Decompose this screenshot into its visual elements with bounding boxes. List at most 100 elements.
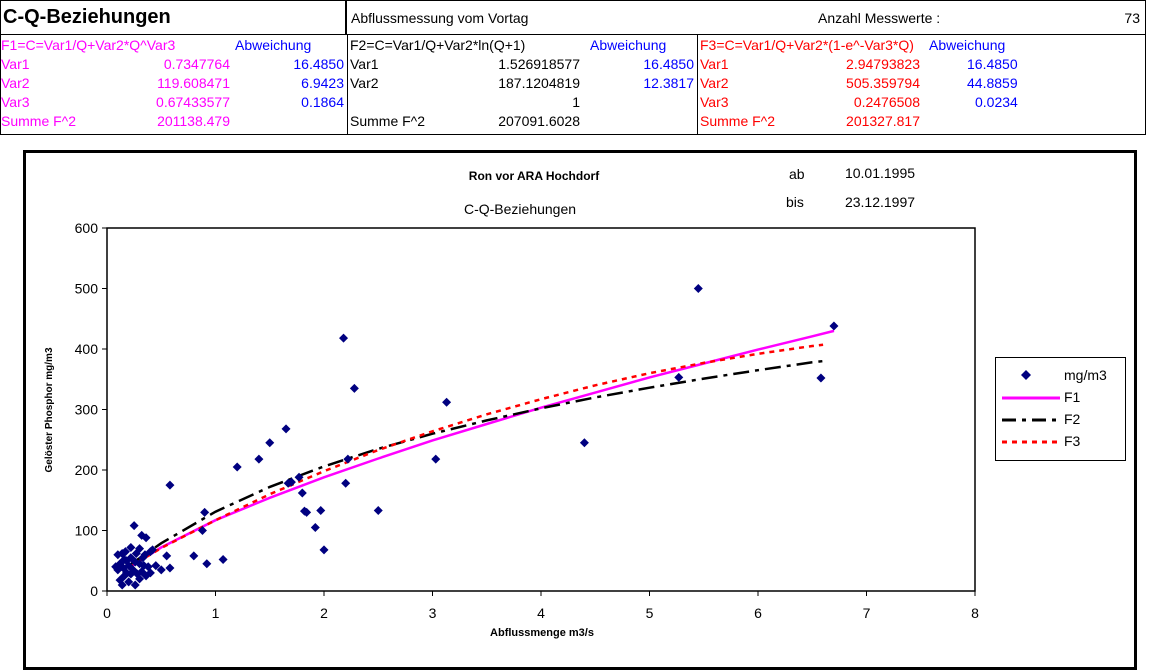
data-point xyxy=(119,555,129,565)
f3-label-4: Summe F^2 xyxy=(700,113,776,129)
f1-label-2: Var2 xyxy=(1,75,30,91)
f1-dev-3: 0.1864 xyxy=(301,94,344,110)
from-label: ab xyxy=(789,166,805,182)
legend: mg/m3 F1 F2 F3 xyxy=(995,357,1126,461)
data-point xyxy=(145,568,155,578)
f2-value-4: 207091.6028 xyxy=(498,113,580,129)
f1-value-4: 201138.479 xyxy=(157,113,230,129)
f1-label-1: Var1 xyxy=(1,56,30,72)
from-date: 10.01.1995 xyxy=(845,165,915,181)
data-point xyxy=(579,438,589,448)
f1-formula: F1=C=Var1/Q+Var2*Q^Var3 xyxy=(1,37,176,53)
y-tick-label: 200 xyxy=(75,462,99,478)
legend-label-f2: F2 xyxy=(1064,411,1081,427)
f2-value-1: 1.526918577 xyxy=(498,56,580,72)
chart-subtitle: C-Q-Beziehungen xyxy=(464,201,576,217)
data-point xyxy=(129,521,139,531)
f2-label-1: Var1 xyxy=(350,56,379,72)
x-tick-label: 2 xyxy=(320,605,328,621)
f3-dev-1: 16.4850 xyxy=(967,56,1018,72)
data-point xyxy=(200,507,210,517)
x-tick-label: 5 xyxy=(646,605,654,621)
series-line-f2 xyxy=(127,359,824,567)
measurement-count-label: Anzahl Messwerte : xyxy=(818,10,941,26)
y-tick-label: 100 xyxy=(75,523,99,539)
data-point xyxy=(126,542,136,552)
f3-value-3: 0.2476508 xyxy=(853,94,920,110)
data-point xyxy=(254,454,264,464)
data-point xyxy=(197,526,207,535)
to-date: 23.12.1997 xyxy=(845,194,915,210)
fit-lines xyxy=(127,329,835,570)
x-tick-label: 4 xyxy=(537,605,545,621)
y-tick-label: 400 xyxy=(75,341,99,357)
y-tick-label: 600 xyxy=(75,220,99,236)
data-point xyxy=(431,454,441,464)
data-point xyxy=(816,373,826,383)
y-tick-label: 300 xyxy=(75,402,99,418)
scatter-points xyxy=(111,284,839,590)
f3-dev-label: Abweichung xyxy=(929,37,1006,53)
x-tick-label: 8 xyxy=(971,605,979,621)
data-point xyxy=(265,438,275,448)
data-point xyxy=(297,488,307,498)
x-tick-label: 1 xyxy=(212,605,220,621)
data-point xyxy=(693,284,703,293)
legend-label-f3: F3 xyxy=(1064,433,1081,449)
to-label: bis xyxy=(786,194,804,210)
f1-value-2: 119.608471 xyxy=(157,75,230,91)
f2-value-2: 187.1204819 xyxy=(498,75,580,91)
f1-label-4: Summe F^2 xyxy=(1,113,77,129)
f2-formula: F2=C=Var1/Q+Var2*ln(Q+1) xyxy=(350,37,526,53)
data-point xyxy=(281,424,291,434)
measurement-count-value: 73 xyxy=(1124,10,1140,26)
y-tick-label: 0 xyxy=(90,583,98,599)
f3-label-2: Var2 xyxy=(700,75,729,91)
f2-label-2: Var2 xyxy=(350,75,379,91)
data-point xyxy=(373,506,383,516)
data-point xyxy=(310,522,320,532)
data-point xyxy=(232,462,242,472)
f1-dev-1: 16.4850 xyxy=(293,56,344,72)
f3-value-1: 2.94793823 xyxy=(846,56,920,72)
data-point xyxy=(126,569,136,579)
f3-value-2: 505.359794 xyxy=(846,75,920,91)
data-point xyxy=(135,574,145,584)
data-point xyxy=(341,478,351,488)
table-title: C-Q-Beziehungen xyxy=(3,6,171,28)
f3-dev-2: 44.8859 xyxy=(967,75,1018,91)
x-axis-label: Abflussmenge m3/s xyxy=(490,627,594,639)
data-point xyxy=(162,551,172,561)
data-point xyxy=(339,333,349,343)
f2-dev-2: 12.3817 xyxy=(643,75,694,91)
data-point xyxy=(316,506,326,516)
f1-dev-label: Abweichung xyxy=(235,37,312,53)
parameter-table: C-Q-Beziehungen Abflussmessung vom Vorta… xyxy=(0,0,1146,136)
legend-item-f3: F3 xyxy=(996,432,1125,452)
data-point xyxy=(218,555,228,565)
legend-diamond-icon xyxy=(1021,370,1031,380)
legend-label-f1: F1 xyxy=(1064,389,1081,405)
data-point xyxy=(674,372,684,382)
f2-label-4: Summe F^2 xyxy=(350,113,426,129)
f2-dev-label: Abweichung xyxy=(590,37,667,53)
data-point xyxy=(202,559,212,569)
f3-label-3: Var3 xyxy=(700,94,729,110)
f3-formula: F3=C=Var1/Q+Var2*(1-e^-Var3*Q) xyxy=(700,37,914,53)
legend-item-points: mg/m3 xyxy=(996,366,1125,386)
data-point xyxy=(165,480,175,490)
f3-dev-3: 0.0234 xyxy=(975,94,1018,110)
data-point xyxy=(189,551,199,561)
data-point xyxy=(442,397,452,407)
x-tick-label: 0 xyxy=(103,605,111,621)
data-point xyxy=(117,580,127,590)
data-point xyxy=(135,544,145,554)
data-point xyxy=(124,577,134,587)
y-tick-label: 500 xyxy=(75,281,99,297)
data-point xyxy=(156,565,166,575)
x-tick-label: 6 xyxy=(754,605,762,621)
legend-item-f1: F1 xyxy=(996,388,1125,408)
legend-line-f2-icon xyxy=(1002,418,1060,422)
legend-line-f3-icon xyxy=(1002,440,1060,444)
